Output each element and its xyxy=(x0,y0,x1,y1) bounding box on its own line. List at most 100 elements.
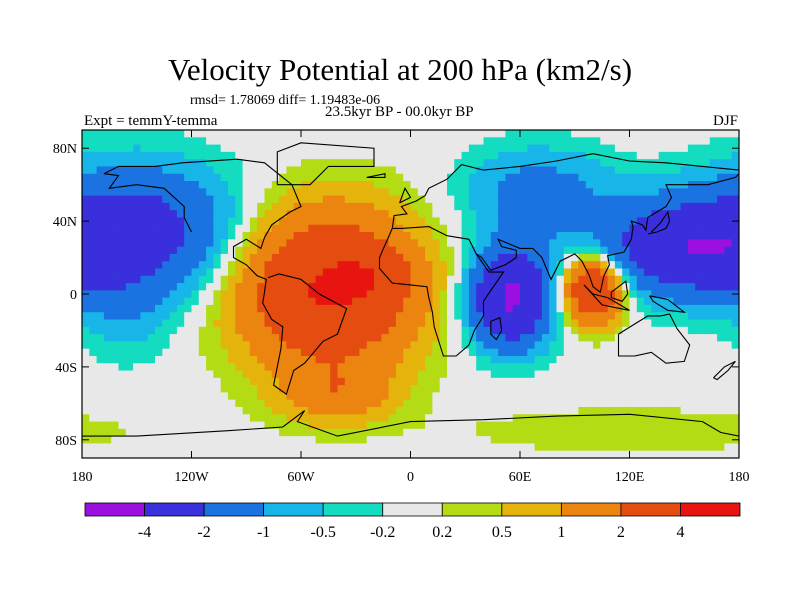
field-cell xyxy=(315,166,324,175)
field-cell xyxy=(403,144,412,153)
field-cell xyxy=(534,326,543,335)
field-cell xyxy=(447,312,455,321)
field-cell xyxy=(432,436,441,445)
field-cell xyxy=(301,297,309,306)
field-cell xyxy=(381,406,390,415)
field-cell xyxy=(417,428,426,437)
field-cell xyxy=(593,188,601,197)
field-cell xyxy=(695,355,704,364)
field-cell xyxy=(636,181,645,189)
field-cell xyxy=(527,392,536,401)
field-cell xyxy=(366,304,375,313)
field-cell xyxy=(271,355,280,364)
field-cell xyxy=(476,428,485,437)
field-cell xyxy=(709,144,718,153)
field-cell xyxy=(512,443,521,452)
field-cell xyxy=(366,297,375,306)
field-cell xyxy=(337,275,346,284)
field-cell xyxy=(687,217,696,226)
field-cell xyxy=(593,304,601,313)
field-cell xyxy=(220,188,229,197)
field-cell xyxy=(395,421,404,430)
field-cell xyxy=(439,166,448,175)
field-cell xyxy=(359,217,368,226)
field-cell xyxy=(366,341,375,350)
field-cell xyxy=(176,246,185,255)
field-cell xyxy=(344,319,353,328)
field-cell xyxy=(118,224,127,233)
field-cell xyxy=(220,159,229,168)
field-cell xyxy=(520,341,528,350)
field-cell xyxy=(585,319,594,328)
field-cell xyxy=(658,450,667,458)
field-cell xyxy=(417,377,426,386)
field-cell xyxy=(293,144,302,153)
field-cell xyxy=(695,151,704,160)
field-cell xyxy=(680,377,689,386)
coastlines xyxy=(82,142,739,437)
field-cell xyxy=(439,443,448,452)
field-cell xyxy=(417,239,426,248)
field-cell xyxy=(184,173,193,182)
field-cell xyxy=(658,377,667,386)
field-cell xyxy=(103,290,112,299)
field-cell xyxy=(585,341,594,350)
field-cell xyxy=(220,436,229,445)
field-cell xyxy=(315,239,324,248)
field-cell xyxy=(461,385,470,393)
field-cell xyxy=(527,414,536,423)
field-cell xyxy=(395,202,404,211)
field-cell xyxy=(293,166,302,175)
field-cell xyxy=(352,414,360,423)
field-cell xyxy=(578,144,587,153)
field-cell xyxy=(96,304,105,313)
field-cell xyxy=(410,363,419,372)
field-cell xyxy=(447,261,455,270)
field-cell xyxy=(709,297,718,306)
field-cell xyxy=(695,261,704,270)
field-cell xyxy=(614,392,623,401)
field-cell xyxy=(111,363,120,372)
field-cell xyxy=(476,166,485,175)
field-cell xyxy=(600,392,609,401)
field-cell xyxy=(571,253,579,262)
field-cell xyxy=(578,450,587,458)
field-cell xyxy=(731,261,739,270)
field-cell xyxy=(155,428,163,437)
field-cell xyxy=(702,159,711,168)
field-cell xyxy=(534,268,543,277)
field-cell xyxy=(593,312,601,321)
field-cell xyxy=(169,224,178,233)
field-cell xyxy=(498,210,506,219)
field-cell xyxy=(476,283,485,291)
field-cell xyxy=(578,246,587,255)
field-cell xyxy=(622,385,631,393)
field-cell xyxy=(468,334,477,342)
field-cell xyxy=(425,443,433,452)
field-cell xyxy=(111,173,120,182)
field-cell xyxy=(96,268,105,277)
field-cell xyxy=(352,421,360,430)
field-cell xyxy=(140,224,149,233)
field-cell xyxy=(140,290,149,299)
field-cell xyxy=(213,355,222,364)
field-cell xyxy=(651,232,660,240)
field-cell xyxy=(534,253,543,262)
field-cell xyxy=(82,188,90,197)
field-cell xyxy=(702,217,711,226)
field-cell xyxy=(279,392,287,401)
field-cell xyxy=(111,304,120,313)
field-cell xyxy=(498,283,506,291)
field-cell xyxy=(629,450,638,458)
field-cell xyxy=(147,326,156,335)
field-cell xyxy=(651,283,660,291)
field-cell xyxy=(702,334,711,342)
field-cell xyxy=(206,450,214,458)
field-cell xyxy=(454,210,463,219)
field-cell xyxy=(622,399,631,408)
field-cell xyxy=(709,392,718,401)
field-cell xyxy=(468,421,477,430)
field-cell xyxy=(410,253,419,262)
field-cell xyxy=(206,421,214,430)
field-cell xyxy=(169,414,178,423)
